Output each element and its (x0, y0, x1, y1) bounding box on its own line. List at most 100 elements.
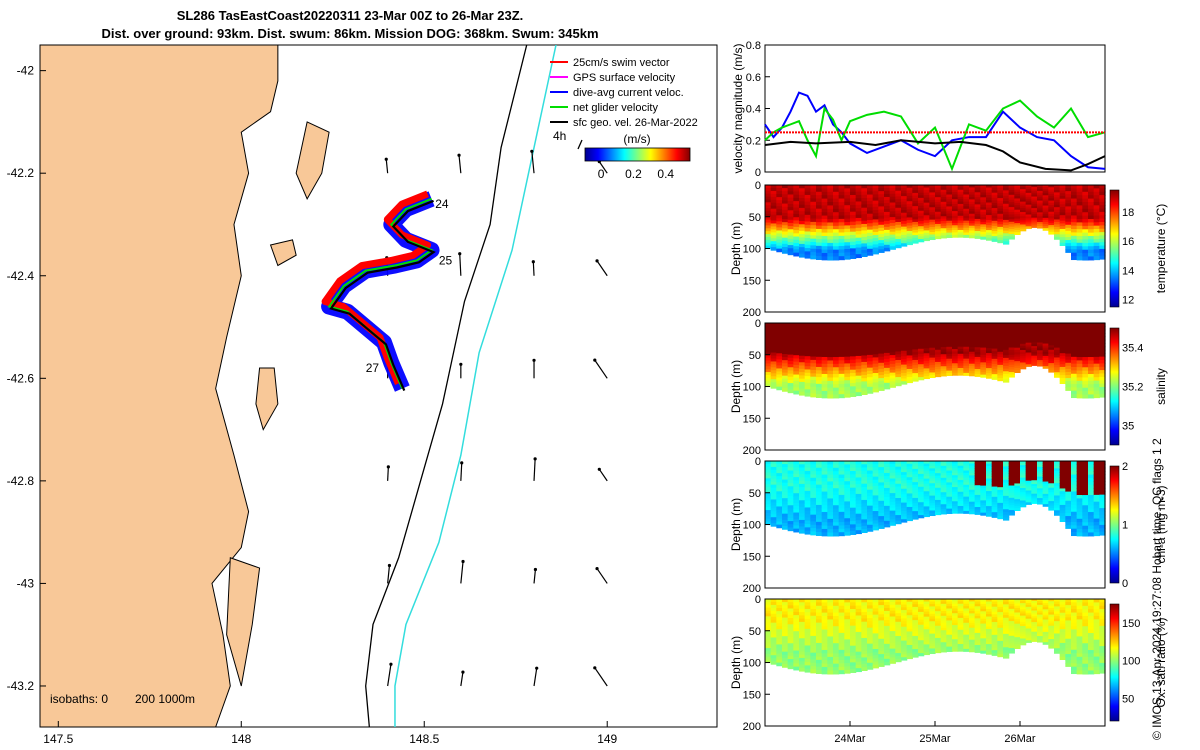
section-cell (793, 223, 800, 228)
section-cell (1037, 224, 1044, 227)
section-cell (980, 603, 987, 607)
section-cell (844, 636, 851, 641)
section-cell (906, 339, 913, 343)
section-cell (940, 347, 947, 351)
section-cell (1031, 196, 1038, 200)
section-cell (776, 236, 783, 241)
section-cell (850, 235, 857, 239)
section-cell (844, 228, 851, 233)
section-cell (776, 374, 783, 379)
section-cell (821, 494, 828, 499)
section-cell (787, 335, 794, 340)
section-cell (912, 620, 919, 624)
section-cell (1048, 222, 1055, 226)
section-cell (776, 503, 783, 508)
section-cell (1025, 198, 1032, 202)
section-cell (940, 611, 947, 615)
section-cell (878, 329, 885, 333)
section-cell (1065, 185, 1072, 189)
section-cell (850, 487, 857, 492)
section-cell (929, 212, 936, 216)
section-cell (1088, 195, 1095, 200)
section-cell (872, 250, 879, 255)
section-cell (901, 378, 908, 382)
section-cell (935, 613, 942, 617)
section-cell (969, 494, 976, 498)
section-cell (821, 612, 828, 617)
section-cell (1031, 361, 1038, 364)
section-cell (1025, 185, 1032, 188)
section-cell (1088, 329, 1095, 334)
section-cell (861, 490, 868, 495)
section-cell (844, 386, 851, 391)
section-cell (827, 212, 834, 217)
section-cell (969, 639, 976, 643)
section-cell (1065, 473, 1072, 477)
section-cell (1082, 529, 1089, 534)
section-cell (940, 332, 947, 336)
section-cell (895, 190, 902, 195)
section-cell (799, 625, 806, 630)
section-cell (963, 196, 970, 200)
section-cell (833, 236, 840, 241)
section-cell (935, 223, 942, 227)
section-cell (770, 355, 777, 360)
section-cell (1071, 464, 1078, 469)
section-cell (1020, 350, 1027, 353)
section-cell (1082, 323, 1089, 328)
section-cell (963, 234, 970, 238)
section-cell (827, 636, 834, 641)
section-cell (974, 649, 981, 653)
section-cell (895, 461, 902, 465)
section-cell (776, 641, 783, 646)
section-cell (1037, 186, 1044, 190)
section-cell (889, 613, 896, 618)
section-cell (799, 355, 806, 360)
section-cell (1042, 475, 1049, 479)
section-cell (1071, 498, 1078, 503)
section-cell (895, 599, 902, 603)
section-cell (980, 204, 987, 208)
section-cell (878, 611, 885, 615)
section-cell (1003, 493, 1010, 497)
section-cell (782, 194, 789, 198)
section-cell (980, 364, 987, 368)
section-cell (940, 470, 947, 474)
section-cell (912, 190, 919, 194)
section-cell (799, 644, 806, 649)
section-cell (816, 515, 823, 520)
section-cell (816, 521, 823, 526)
section-cell (946, 463, 953, 467)
section-cell (861, 214, 868, 219)
section-cell (946, 491, 953, 495)
section-cell (793, 217, 800, 222)
section-cell (1031, 336, 1038, 339)
section-cell (963, 627, 970, 631)
section-cell (1076, 249, 1083, 254)
section-cell (878, 206, 885, 211)
section-cell (793, 477, 800, 481)
section-cell (782, 206, 789, 211)
section-cell (991, 218, 998, 222)
day-label: 27 (366, 361, 380, 375)
section-cell (946, 337, 953, 341)
section-cell (957, 496, 964, 500)
section-cell (833, 360, 840, 365)
section-cell (895, 638, 902, 643)
section-cell (935, 509, 942, 513)
section-cell (1099, 386, 1106, 391)
section-cell (827, 495, 834, 500)
section-cell (957, 498, 964, 502)
section-cell (838, 639, 845, 644)
section-cell (929, 202, 936, 206)
section-cell (861, 371, 868, 376)
section-cell (872, 489, 879, 493)
section-cell (867, 188, 874, 192)
section-cell (833, 512, 840, 517)
section-cell (991, 509, 998, 513)
section-cell (821, 205, 828, 210)
section-cell (867, 508, 874, 513)
section-cell (799, 250, 806, 255)
section-cell (912, 651, 919, 655)
section-cell (787, 498, 794, 503)
